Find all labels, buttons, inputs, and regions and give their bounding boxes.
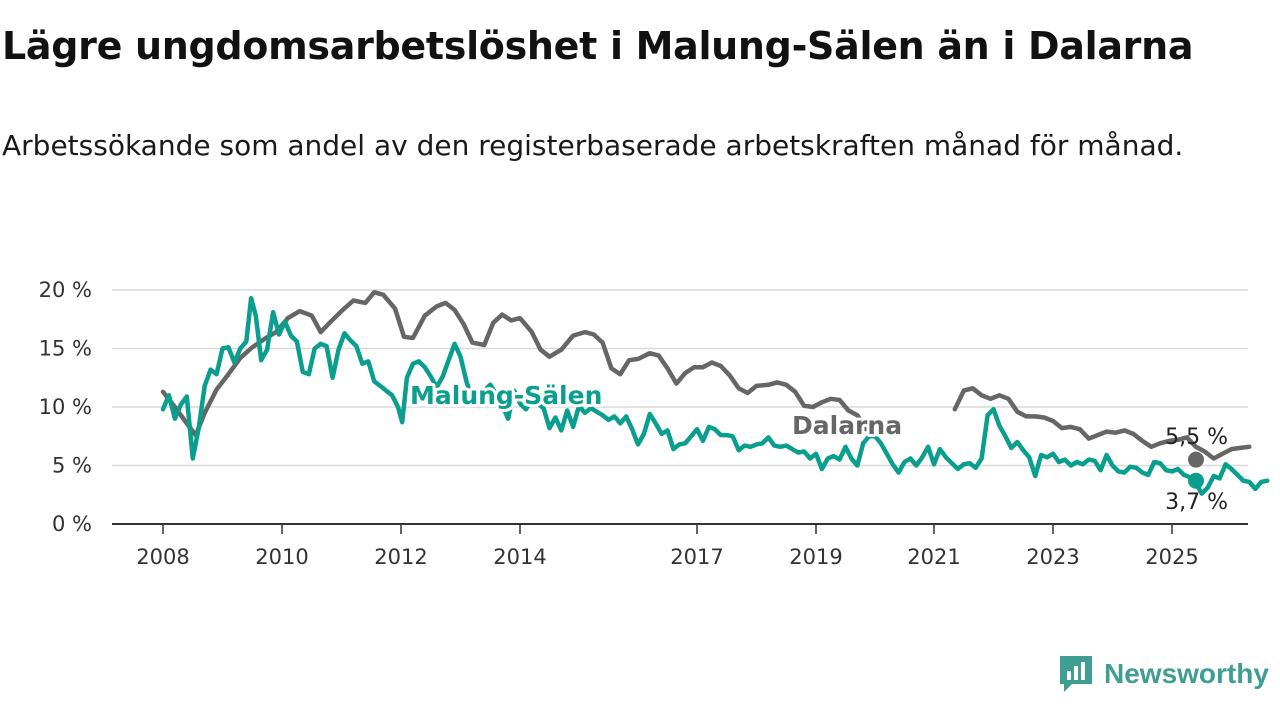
chart-title: Lägre ungdomsarbetslöshet i Malung-Sälen…: [2, 24, 1194, 68]
series-line-malung-salen: [160, 295, 1270, 496]
x-tick-label: 2025: [1145, 545, 1198, 569]
x-axis: 2008 2010 2012 2014 2017 2019 2021 2023 2025: [112, 523, 1248, 569]
newsworthy-logo-icon: [1060, 656, 1092, 692]
x-tick-label: 2012: [374, 545, 427, 569]
grid-lines: [112, 289, 1248, 467]
y-axis-tick-labels: 0 % 5 % 10 % 15 % 20 %: [39, 278, 92, 536]
series-label-malung-salen-halo: Malung-Sälen: [410, 381, 602, 410]
x-tick-label: 2010: [255, 545, 308, 569]
series-lines: [160, 290, 1270, 496]
end-label-dalarna: 5,5 %: [1165, 425, 1228, 450]
chart-subtitle: Arbetssökande som andel av den registerb…: [2, 129, 1184, 162]
series-line-dalarna: [160, 290, 878, 438]
x-tick-label: 2021: [907, 545, 960, 569]
x-tick-label: 2019: [789, 545, 842, 569]
series-line-dalarna: [952, 386, 1252, 461]
y-tick-label: 5 %: [52, 454, 92, 478]
y-tick-label: 0 %: [52, 512, 92, 536]
end-label-malung-salen: 3,7 %: [1165, 490, 1228, 515]
series-label-dalarna-halo: Dalarna: [792, 411, 902, 440]
x-tick-label: 2023: [1026, 545, 1079, 569]
newsworthy-logo: Newsworthy: [1058, 654, 1269, 694]
y-tick-label: 15 %: [39, 337, 92, 361]
x-tick-label: 2008: [136, 545, 189, 569]
end-point-malung-salen: [1188, 472, 1204, 489]
x-tick-label: 2017: [670, 545, 723, 569]
y-tick-label: 10 %: [39, 395, 92, 419]
line-chart: 0 %5 %10 %15 %20 % 2008 2010 2012 2014 2017 2…: [39, 278, 1270, 569]
series-label-dalarna: Dalarna: [792, 411, 902, 440]
series-label-malung-salen: Malung-Sälen: [410, 381, 602, 410]
y-tick-label: 20 %: [39, 278, 92, 302]
end-point-dalarna: [1188, 451, 1204, 468]
brand-name: Newsworthy: [1104, 658, 1269, 689]
x-tick-label: 2014: [493, 545, 546, 569]
